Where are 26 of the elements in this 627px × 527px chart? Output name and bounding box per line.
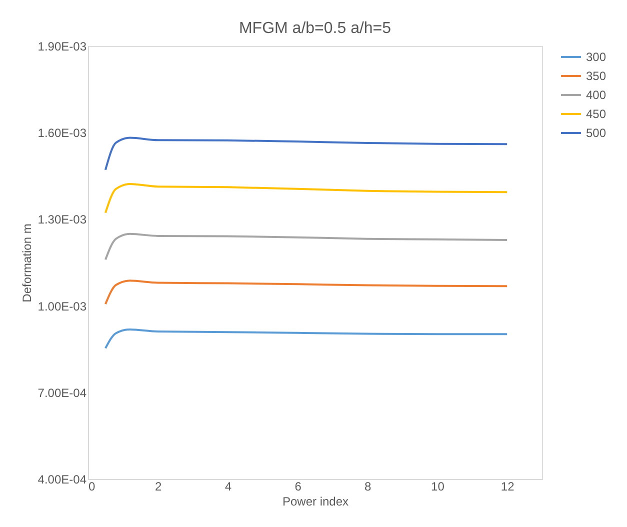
x-axis-title: Power index <box>282 494 349 508</box>
line-series <box>104 136 508 171</box>
x-tick-label: 12 <box>500 480 515 494</box>
chart-title: MFGM a/b=0.5 a/h=5 <box>238 20 392 37</box>
legend-label: 400 <box>586 88 606 102</box>
y-tick-label: 7.00E-04 <box>38 386 87 400</box>
legend-label: 450 <box>586 107 606 121</box>
legend-label: 300 <box>586 50 606 64</box>
y-tick-label: 1.90E-03 <box>38 40 87 54</box>
x-tick-label: 10 <box>431 480 445 494</box>
x-tick-label: 4 <box>224 480 232 494</box>
legend-label: 500 <box>586 126 606 140</box>
y-tick-label: 1.30E-03 <box>38 212 87 227</box>
line-series <box>104 280 508 306</box>
y-tick-label: 1.60E-03 <box>38 126 87 140</box>
line-series <box>104 182 508 214</box>
line-series <box>104 232 508 261</box>
line-series <box>104 328 508 350</box>
x-tick-label: 8 <box>364 480 372 494</box>
x-tick-label: 0 <box>88 480 96 494</box>
y-axis-title: Deformation m <box>20 224 34 302</box>
legend-label: 350 <box>586 69 606 83</box>
x-tick-label: 2 <box>155 480 162 494</box>
x-tick-label: 6 <box>294 480 302 494</box>
y-tick-label: 4.00E-04 <box>38 472 87 486</box>
y-tick-label: 1.00E-03 <box>38 299 87 314</box>
